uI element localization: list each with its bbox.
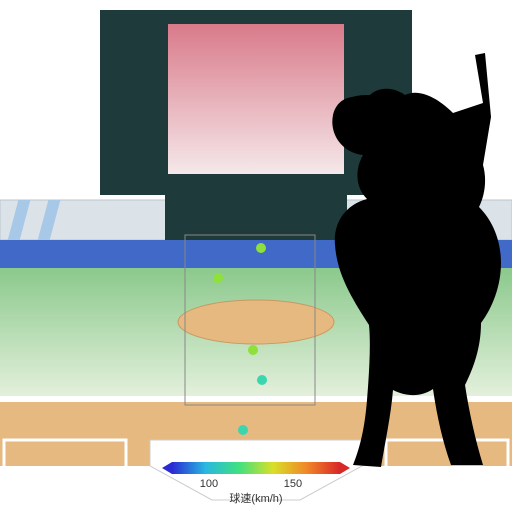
pitchers-mound (178, 300, 334, 344)
colorbar-tick: 100 (200, 478, 218, 490)
scoreboard-neck (165, 195, 347, 240)
pitch-point (248, 345, 258, 355)
scoreboard-screen (168, 24, 344, 174)
pitch-point (238, 425, 248, 435)
chart-svg: 100 150球速(km/h) (0, 0, 512, 512)
colorbar (172, 462, 340, 474)
colorbar-label: 球速(km/h) (229, 491, 282, 505)
pitch-point (256, 243, 266, 253)
baseball-pitch-chart: 100 150球速(km/h) (0, 0, 512, 512)
pitch-point (257, 375, 267, 385)
pitch-point (213, 273, 223, 283)
colorbar-tick: 150 (284, 478, 302, 490)
